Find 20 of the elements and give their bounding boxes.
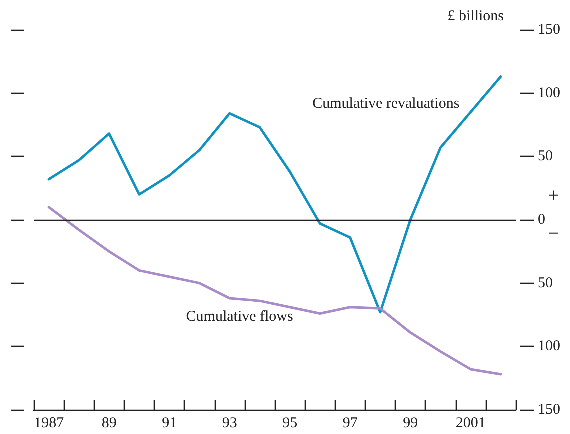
y-tick-label: 50 <box>538 275 553 292</box>
x-tick-label: 2001 <box>456 416 486 432</box>
series-label: Cumulative revaluations <box>312 96 460 112</box>
y-tick-label: 50 <box>538 148 553 165</box>
x-tick-label: 91 <box>162 416 178 432</box>
x-tick-label: 1987 <box>34 416 65 432</box>
series-label: Cumulative flows <box>186 309 294 326</box>
y-tick-label: 150 <box>538 22 560 38</box>
x-tick-label: 93 <box>222 416 238 432</box>
y-axis-title: £ billions <box>448 8 504 24</box>
y-tick-label: 100 <box>538 85 560 102</box>
x-tick-label: 89 <box>102 416 117 432</box>
y-tick-label: 150 <box>538 402 560 418</box>
x-tick-label: 99 <box>403 416 418 432</box>
x-tick-label: 95 <box>282 416 298 432</box>
y-tick-label: 100 <box>538 338 560 355</box>
x-tick-label: 97 <box>342 416 358 432</box>
y-tick-label: 0 <box>538 212 546 228</box>
text: − <box>548 223 560 245</box>
text: + <box>548 185 560 207</box>
